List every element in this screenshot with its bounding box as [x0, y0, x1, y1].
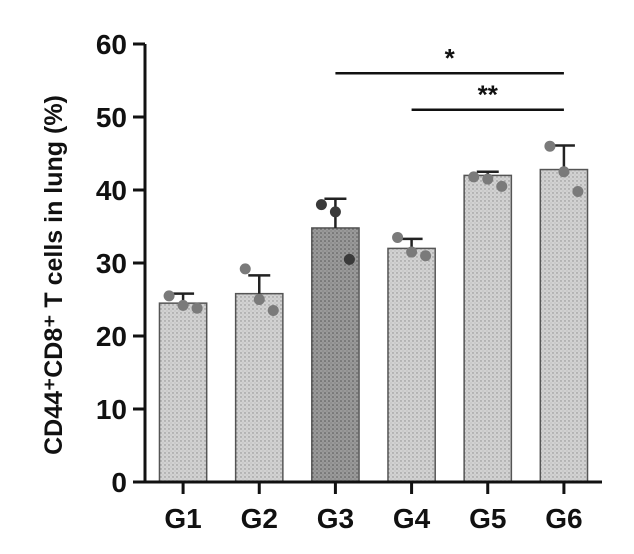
bar-g5 — [463, 174, 513, 483]
data-point-g3 — [315, 199, 327, 211]
data-point-g3 — [329, 206, 341, 218]
bar-g2 — [234, 292, 284, 483]
data-point-g3 — [343, 253, 355, 265]
data-point-g6 — [544, 140, 556, 152]
data-point-g5 — [482, 173, 494, 185]
y-tick-label: 50 — [96, 102, 127, 133]
data-point-g4 — [392, 231, 404, 243]
x-tick-label-g3: G3 — [317, 503, 354, 534]
significance-label: * — [445, 43, 456, 73]
y-axis-label: CD44⁺CD8⁺ T cells in lung (%) — [40, 95, 68, 455]
data-point-g2 — [239, 263, 251, 275]
y-tick-label: 0 — [111, 467, 127, 498]
x-tick-label-g4: G4 — [393, 503, 431, 534]
significance-label: ** — [478, 80, 499, 110]
x-tick-label-g2: G2 — [241, 503, 278, 534]
y-tick-label: 30 — [96, 248, 127, 279]
data-point-g1 — [191, 302, 203, 314]
x-tick-label-g1: G1 — [164, 503, 201, 534]
bar-g6 — [539, 168, 589, 483]
data-point-g1 — [177, 299, 189, 311]
bar-g3 — [311, 227, 360, 483]
data-point-g6 — [558, 166, 570, 178]
data-point-g6 — [572, 185, 584, 197]
y-tick-label: 40 — [96, 175, 127, 206]
data-point-g5 — [468, 171, 480, 183]
x-tick-label-g6: G6 — [545, 503, 582, 534]
data-point-g5 — [496, 180, 508, 192]
data-point-g4 — [406, 246, 418, 258]
data-point-g1 — [163, 290, 175, 302]
data-point-g2 — [253, 294, 265, 305]
x-tick-label-g5: G5 — [469, 503, 506, 534]
bar-g1 — [158, 302, 208, 483]
bar-g4 — [387, 247, 436, 483]
data-point-g4 — [420, 250, 432, 262]
data-point-g2 — [267, 304, 279, 316]
y-tick-label: 20 — [96, 321, 127, 352]
y-tick-label: 10 — [96, 394, 127, 425]
y-tick-label: 60 — [96, 29, 127, 60]
